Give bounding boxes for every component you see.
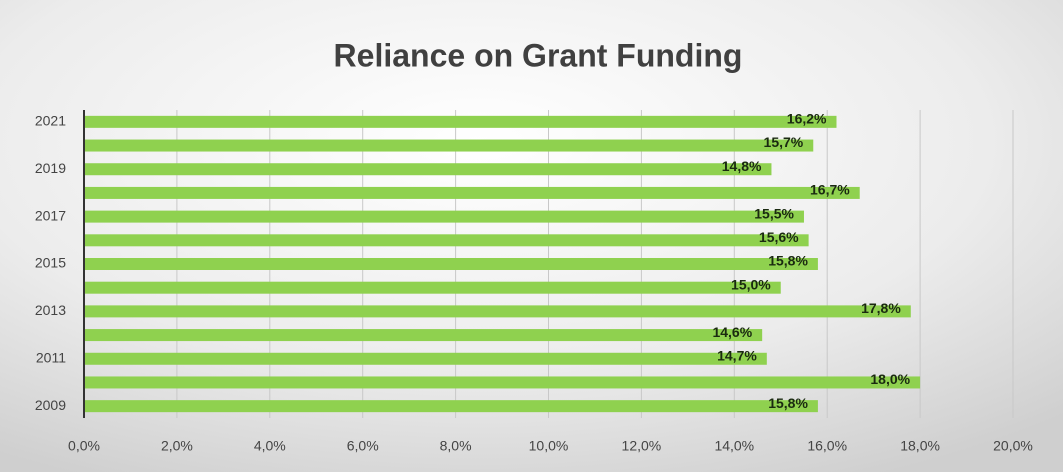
bar [84,400,818,413]
bar [84,210,804,223]
x-tick-label: 12,0% [622,438,662,454]
value-label: 15,8% [768,395,808,411]
value-label: 15,7% [764,134,804,150]
bar [84,352,767,365]
x-tick-label: 6,0% [347,438,379,454]
bar [84,281,781,294]
bar [84,305,911,318]
x-tick-label: 14,0% [714,438,754,454]
y-tick-label: 2015 [35,255,66,271]
y-tick-label: 2013 [35,302,66,318]
y-tick-label: 2017 [35,207,66,223]
value-label: 15,5% [754,205,794,221]
y-tick-label: 2019 [35,160,66,176]
x-tick-label: 16,0% [807,438,847,454]
bar [84,258,818,270]
value-label: 16,7% [810,182,850,198]
y-tick-label: 2011 [36,349,66,365]
value-label: 14,6% [712,324,752,340]
x-tick-label: 2,0% [161,438,193,454]
bar [84,329,763,342]
value-label: 17,8% [861,300,901,316]
bar [84,234,809,247]
bar [84,115,837,128]
y-tick-label: 2009 [35,397,66,413]
bar [84,163,772,176]
value-label: 18,0% [870,371,910,387]
value-label: 16,2% [787,111,827,127]
value-label: 15,0% [731,276,771,292]
x-tick-label: 20,0% [993,438,1033,454]
bar [84,186,860,199]
y-tick-label: 2021 [35,113,66,129]
bar [84,139,814,152]
x-tick-label: 4,0% [254,438,286,454]
value-label: 15,6% [759,229,799,245]
value-label: 14,7% [717,347,757,363]
chart-title: Reliance on Grant Funding [334,37,743,73]
x-tick-label: 8,0% [440,438,472,454]
value-label: 15,8% [768,253,808,269]
x-tick-label: 10,0% [529,438,569,454]
bar [84,376,921,389]
x-tick-label: 18,0% [900,438,940,454]
x-tick-label: 0,0% [68,438,100,454]
value-label: 14,8% [722,158,762,174]
